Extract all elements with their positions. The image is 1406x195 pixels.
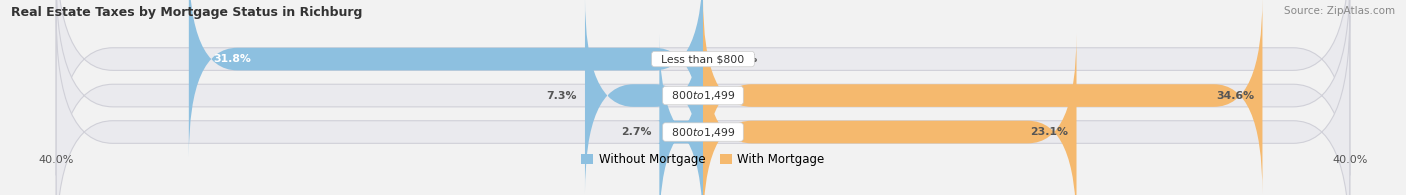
Text: 23.1%: 23.1% <box>1031 127 1069 137</box>
Text: 34.6%: 34.6% <box>1216 90 1254 101</box>
Text: Less than $800: Less than $800 <box>654 54 752 64</box>
Text: $800 to $1,499: $800 to $1,499 <box>665 126 741 138</box>
Text: Real Estate Taxes by Mortgage Status in Richburg: Real Estate Taxes by Mortgage Status in … <box>11 6 363 19</box>
FancyBboxPatch shape <box>703 0 1263 194</box>
Legend: Without Mortgage, With Mortgage: Without Mortgage, With Mortgage <box>576 149 830 171</box>
FancyBboxPatch shape <box>56 16 1350 195</box>
FancyBboxPatch shape <box>703 34 1077 195</box>
Text: $800 to $1,499: $800 to $1,499 <box>665 89 741 102</box>
Text: 2.7%: 2.7% <box>621 127 651 137</box>
FancyBboxPatch shape <box>585 0 703 194</box>
FancyBboxPatch shape <box>188 0 703 157</box>
FancyBboxPatch shape <box>56 0 1350 176</box>
Text: 7.3%: 7.3% <box>547 90 576 101</box>
FancyBboxPatch shape <box>654 34 707 195</box>
Text: Source: ZipAtlas.com: Source: ZipAtlas.com <box>1284 6 1395 16</box>
Text: 31.8%: 31.8% <box>214 54 250 64</box>
FancyBboxPatch shape <box>56 0 1350 195</box>
Text: 0.0%: 0.0% <box>727 54 758 64</box>
